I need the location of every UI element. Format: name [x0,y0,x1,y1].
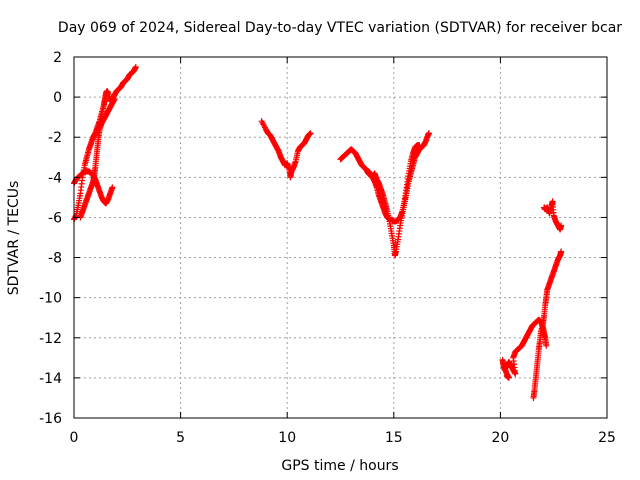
y-tick-label: -16 [39,411,62,427]
grid [74,57,607,418]
x-tick-label: 20 [491,430,509,446]
data-point [111,96,118,103]
x-axis-label: GPS time / hours [281,458,398,474]
x-tick-label: 15 [385,430,403,446]
y-tick-label: -8 [48,251,62,267]
x-tick-label: 5 [176,430,185,446]
data-points [71,64,565,401]
data-point [109,184,116,191]
y-tick-label: 2 [53,50,62,66]
y-tick-label: -12 [39,331,62,347]
x-tick-label: 0 [70,430,79,446]
x-tick-label: 25 [598,430,616,446]
data-point [558,222,565,229]
data-point [558,248,565,255]
y-tick-label: -14 [39,371,62,387]
data-point [307,130,314,137]
x-tick-label: 10 [278,430,296,446]
y-axis-label: SDTVAR / TECUs [6,181,22,296]
y-tick-label: -4 [48,170,62,186]
plot-frame [73,56,608,419]
y-tick-label: -2 [48,130,62,146]
data-point [503,372,510,379]
y-tick-label: -6 [48,210,62,226]
data-point [425,130,432,137]
y-tick-label: -10 [39,291,62,307]
y-tick-label: 0 [53,90,62,106]
data-point [132,64,139,71]
data-point [416,142,423,149]
data-point [543,342,550,349]
chart-title: Day 069 of 2024, Sidereal Day-to-day VTE… [58,20,622,36]
